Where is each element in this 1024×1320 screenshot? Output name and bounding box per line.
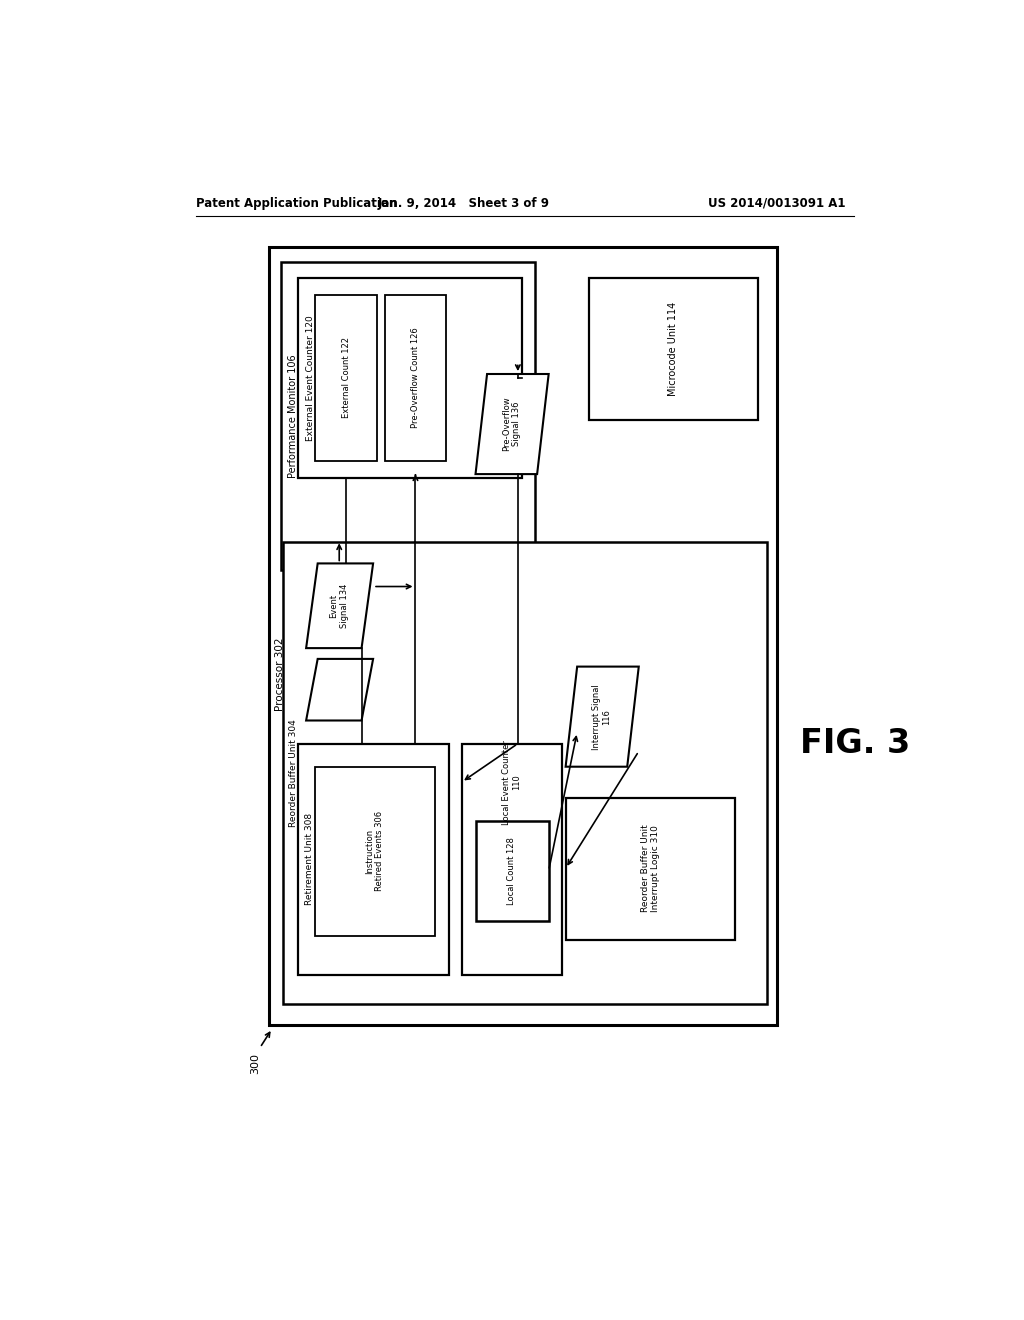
Text: Microcode Unit 114: Microcode Unit 114 [669,301,679,396]
Text: Processor 302: Processor 302 [274,638,285,711]
Text: External Event Counter 120: External Event Counter 120 [306,315,315,441]
Bar [283,543,767,1003]
Text: Pre-Overflow Count 126: Pre-Overflow Count 126 [411,327,420,428]
Text: Patent Application Publication: Patent Application Publication [196,197,397,210]
Bar [281,263,535,570]
Polygon shape [565,667,639,767]
Text: Jan. 9, 2014   Sheet 3 of 9: Jan. 9, 2014 Sheet 3 of 9 [377,197,549,210]
Text: External Count 122: External Count 122 [342,338,350,418]
Bar [315,767,435,936]
Text: 300: 300 [250,1052,260,1073]
Bar [565,797,735,940]
Polygon shape [306,659,373,721]
Text: Instruction
Retired Events 306: Instruction Retired Events 306 [365,812,384,891]
Bar [269,247,777,1024]
Bar [589,277,758,420]
Text: Local Event Counter
110: Local Event Counter 110 [502,739,521,825]
Text: FIG. 3: FIG. 3 [801,727,910,760]
Polygon shape [306,564,373,648]
Bar [315,296,377,461]
Text: Pre-Overflow
Signal 136: Pre-Overflow Signal 136 [502,397,521,451]
Bar [462,743,562,974]
Text: Performance Monitor 106: Performance Monitor 106 [288,355,298,478]
Text: Local Count 128: Local Count 128 [507,837,516,904]
Text: Event
Signal 134: Event Signal 134 [330,583,349,628]
Text: Interrupt Signal
116: Interrupt Signal 116 [592,684,611,750]
Bar [385,296,446,461]
Bar [298,277,521,478]
Bar [475,821,549,921]
Text: Reorder Buffer Unit 304: Reorder Buffer Unit 304 [290,719,298,826]
Text: Reorder Buffer Unit
Interrupt Logic 310: Reorder Buffer Unit Interrupt Logic 310 [641,825,660,912]
Text: Retirement Unit 308: Retirement Unit 308 [305,813,313,906]
Polygon shape [475,374,549,474]
Text: US 2014/0013091 A1: US 2014/0013091 A1 [708,197,846,210]
Bar [298,743,449,974]
